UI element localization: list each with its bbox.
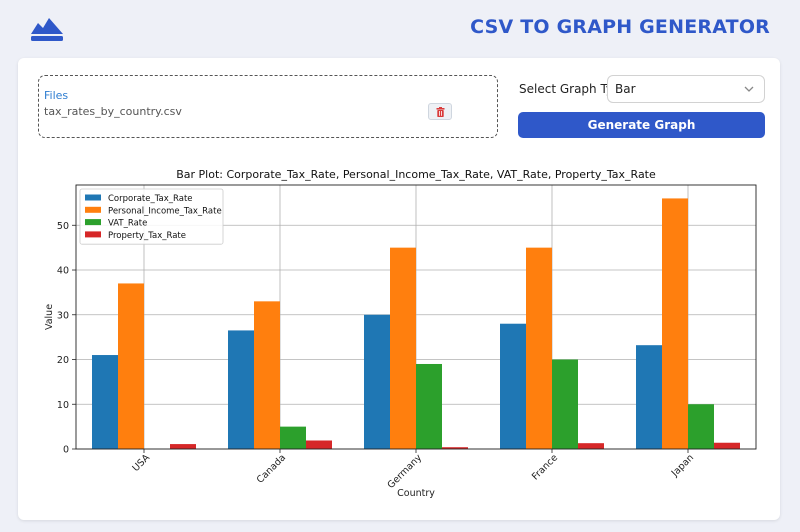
main-card: Files tax_rates_by_country.csv Select Gr… bbox=[18, 58, 780, 520]
legend-box bbox=[79, 188, 224, 245]
bar bbox=[714, 442, 740, 449]
bar bbox=[118, 283, 144, 449]
y-axis-label: Value bbox=[44, 304, 55, 330]
x-tick-label: Japan bbox=[669, 452, 696, 479]
bar bbox=[578, 443, 604, 449]
y-tick-label: 40 bbox=[57, 266, 69, 277]
bar bbox=[390, 247, 416, 449]
y-tick-label: 10 bbox=[57, 400, 69, 411]
bar bbox=[228, 330, 254, 449]
x-tick-label: Germany bbox=[385, 452, 424, 491]
y-tick-label: 50 bbox=[57, 221, 69, 232]
chevron-down-icon bbox=[744, 86, 754, 92]
legend-label: Corporate_Tax_Rate bbox=[108, 194, 193, 204]
bar bbox=[254, 301, 280, 449]
bar bbox=[688, 404, 714, 449]
graph-type-label: Select Graph Type bbox=[519, 82, 629, 96]
x-tick-label: Canada bbox=[255, 452, 288, 485]
x-axis-label: Country bbox=[397, 488, 435, 499]
legend-swatch bbox=[85, 231, 101, 238]
x-tick-label: France bbox=[530, 452, 560, 482]
delete-file-button[interactable] bbox=[428, 103, 452, 120]
trash-icon bbox=[436, 106, 444, 117]
file-upload-dropzone[interactable]: Files tax_rates_by_country.csv bbox=[38, 75, 498, 138]
bar bbox=[280, 426, 306, 449]
bar bbox=[364, 314, 390, 449]
x-tick-label: USA bbox=[130, 452, 152, 474]
y-tick-label: 0 bbox=[63, 445, 69, 456]
bar bbox=[552, 359, 578, 449]
legend-label: VAT_Rate bbox=[108, 219, 147, 229]
bar bbox=[526, 247, 552, 449]
bar bbox=[636, 345, 662, 449]
bar bbox=[416, 363, 442, 449]
bar bbox=[442, 447, 468, 449]
uploaded-file-name: tax_rates_by_country.csv bbox=[44, 105, 182, 118]
legend-swatch bbox=[85, 194, 101, 201]
files-label: Files bbox=[44, 89, 69, 102]
generate-graph-button[interactable]: Generate Graph bbox=[518, 112, 765, 138]
legend-label: Property_Tax_Rate bbox=[108, 231, 186, 241]
app-title: CSV TO GRAPH GENERATOR bbox=[470, 16, 770, 38]
bar bbox=[306, 440, 332, 449]
bar bbox=[662, 198, 688, 449]
graph-type-select[interactable]: Bar bbox=[607, 75, 765, 103]
legend-swatch bbox=[85, 219, 101, 226]
chart-title: Bar Plot: Corporate_Tax_Rate, Personal_I… bbox=[176, 168, 656, 181]
y-tick-label: 30 bbox=[57, 310, 69, 321]
bar bbox=[170, 444, 196, 449]
bar bbox=[500, 323, 526, 449]
bar-chart: 0 10 20 30 40 50 USA Canada Germany France Japan Ba… bbox=[44, 168, 757, 499]
y-tick-label: 20 bbox=[57, 355, 69, 366]
bar bbox=[92, 355, 118, 449]
mountain-logo-icon bbox=[31, 18, 63, 41]
graph-type-value: Bar bbox=[615, 82, 636, 96]
legend-label: Personal_Income_Tax_Rate bbox=[108, 206, 222, 216]
legend-swatch bbox=[85, 206, 101, 213]
